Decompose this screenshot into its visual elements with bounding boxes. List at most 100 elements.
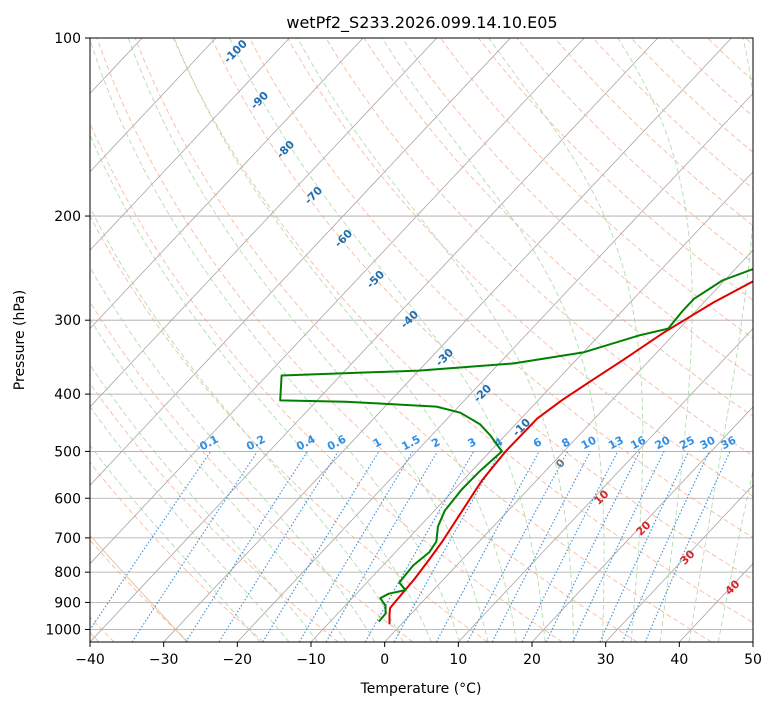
moist-adiabat-label: 20 [634,518,654,538]
isotherm-line [90,38,585,565]
y-axis-label: Pressure (hPa) [12,290,28,390]
mixing-ratio-line [491,451,591,642]
x-tick-label: −30 [149,652,179,668]
dry-adiabat-line [249,38,753,539]
mixing-ratio-label: 25 [677,434,697,453]
isotherm-line [605,484,753,642]
dry-adiabat-label: -50 [364,268,387,291]
chart-title: wetPf2_S233.2026.099.14.10.E05 [286,13,557,33]
dry-adiabat-line [592,38,753,190]
mixing-ratio-line [131,451,258,642]
moist-adiabat-line [717,468,753,642]
dry-adiabat-line [90,539,190,642]
mixing-ratio-label: 3 [466,435,479,450]
y-tick-label: 700 [54,531,81,547]
y-tick-label: 800 [54,565,81,581]
moist-adiabat-line [688,38,753,642]
dry-adiabat-line [210,38,753,581]
dry-adiabat-label: -90 [248,89,271,112]
mixing-ratio-line [393,451,501,642]
isotherm-line [163,38,732,642]
y-tick-label: 100 [54,31,81,47]
temperature-profile-line [388,280,753,625]
moist-adiabat-line [90,318,347,642]
mixing-ratio-line [325,451,438,642]
isotherm-line [90,38,511,486]
dry-adiabat-line [90,461,264,642]
moist-adiabat-line [90,405,290,642]
mixing-ratio-label: 10 [579,433,599,452]
dry-adiabat-label: -20 [471,382,494,405]
dry-adiabat-line [745,38,753,46]
y-tick-label: 900 [54,595,81,611]
mixing-ratio-label: 0.4 [294,432,318,453]
mixing-ratio-label: 0.6 [325,432,349,453]
mixing-ratio-line [572,451,665,642]
moist-adiabat-line [488,38,644,642]
dry-adiabat-line [401,38,753,378]
dry-adiabat-line [90,215,488,642]
moist-adiabat-line [90,364,319,642]
mixing-ratio-line [364,451,475,642]
x-tick-label: 10 [449,652,467,668]
isotherm-line [90,38,290,251]
x-tick-label: 40 [670,652,688,668]
x-tick-label: −20 [223,652,253,668]
isotherm-line [0,38,68,642]
mixing-ratio-line [467,451,569,642]
moist-adiabat-label: 40 [723,577,743,597]
dry-adiabat-label: -30 [433,346,456,369]
x-tick-label: −40 [75,652,105,668]
mixing-ratio-label: 1 [371,435,384,450]
mixing-ratio-line [90,451,212,631]
mixing-ratio-label: 6 [531,435,544,450]
mixing-ratio-label: 1.5 [399,433,422,454]
isotherm-line [531,406,753,642]
dry-adiabat-line [90,382,339,642]
moist-adiabat-line [90,266,376,642]
mixing-ratio-label: 0.1 [197,433,220,454]
mixing-ratio-label: 20 [653,433,673,452]
isotherm-line [237,92,753,642]
x-tick-label: 30 [597,652,615,668]
dry-adiabat-line [287,38,753,497]
mixing-ratio-line [262,451,380,642]
dry-adiabat-label: -60 [332,227,355,250]
isotherm-line [458,327,753,642]
x-tick-label: 0 [380,652,389,668]
mixing-ratio-label: 8 [560,435,573,450]
moist-adiabat-line [90,38,461,642]
dry-adiabat-line [172,38,753,624]
y-axis-ticks: 1000 900 800 700 600 500 400 300 200 100 [45,31,90,638]
mixing-ratio-label: 36 [719,433,739,452]
moist-adiabat-line [173,38,517,642]
mixing-ratio-label: 13 [606,434,626,453]
moist-adiabat-label: 30 [678,547,698,567]
mixing-ratio-line [185,451,308,642]
isotherm-line [679,563,753,642]
moist-adiabat-line [127,38,489,642]
mixing-ratio-line [218,451,339,642]
y-tick-label: 400 [54,387,81,403]
x-tick-label: −10 [296,652,326,668]
reference-line-labels: 0.1 0.2 0.4 0.6 1 1.5 2 3 4 6 8 10 13 16 20 25 30 36-100-… [197,38,743,598]
x-axis-ticks: −40 −30 −20 −10 0 10 20 30 40 50 [75,642,762,668]
mixing-ratio-line [521,451,619,642]
isotherm-line [90,38,364,330]
moist-adiabat-line [90,133,432,642]
mixing-ratio-line [435,451,540,642]
moist-adiabat-line [229,38,546,642]
dry-adiabat-line [96,38,638,642]
y-tick-label: 600 [54,491,81,507]
dry-adiabat-line [134,38,712,642]
moist-adiabat-label: 10 [592,487,612,507]
saturation-curve [0,38,10,642]
dry-adiabat-line [325,38,753,457]
dry-adiabat-line [90,122,563,642]
y-tick-label: 200 [54,209,81,225]
moist-adiabat-line [90,206,404,642]
isotherm-line [90,38,438,408]
moist-adiabat-line [381,38,605,642]
mixing-ratio-label: 30 [698,433,718,452]
